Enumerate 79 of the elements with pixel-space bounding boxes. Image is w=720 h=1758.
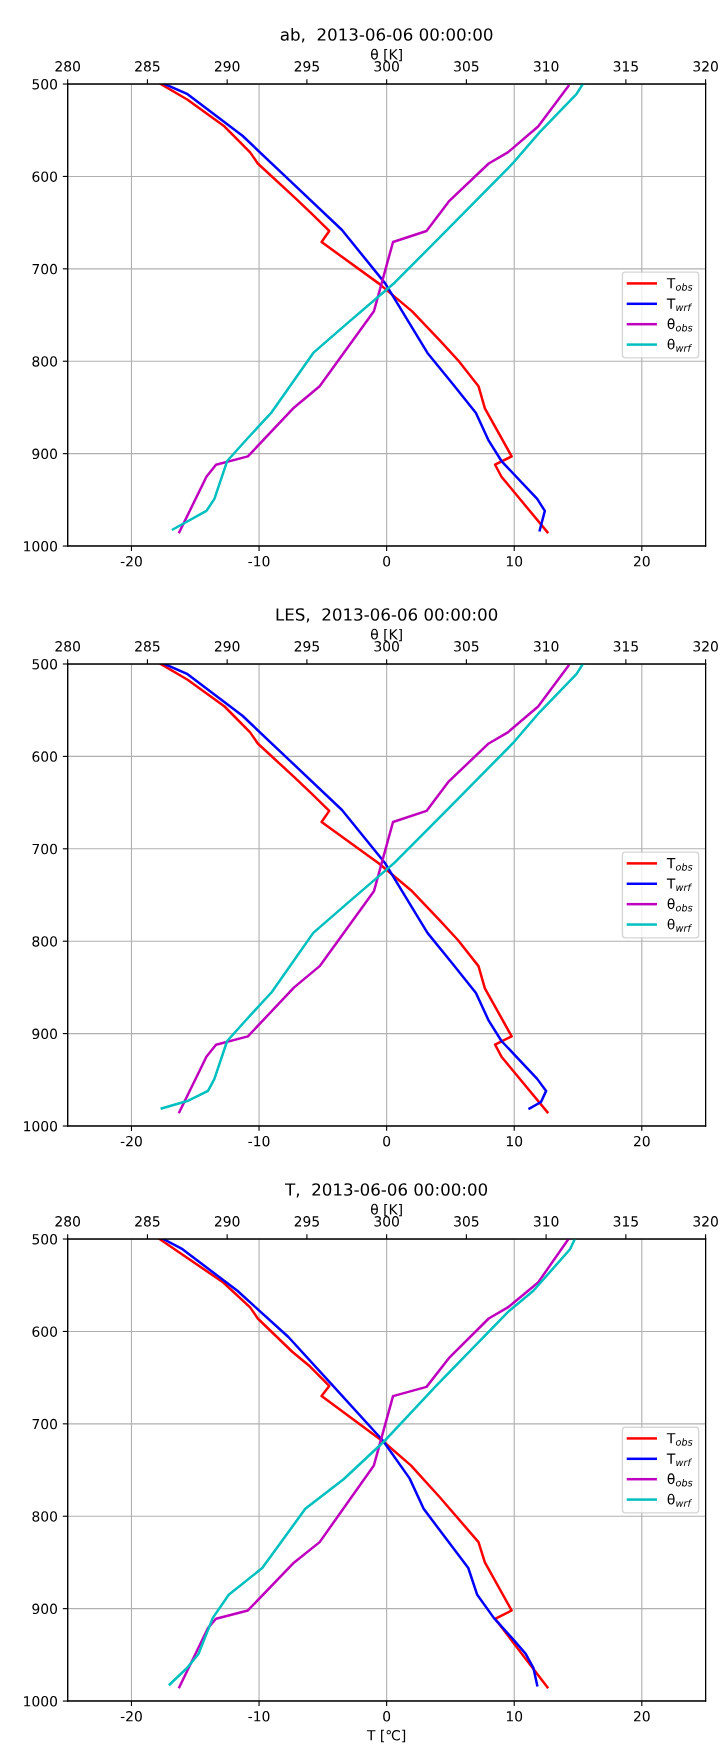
legend-label: θ$_{obs}$ [667,1473,693,1487]
x2-tick-label: 295 [294,1216,319,1227]
x2-tick-label: 320 [693,641,718,652]
x-tick-label: 0 [383,1711,391,1722]
legend-label: T$_{wrf}$ [666,1453,693,1466]
x-tick-label: 20 [633,1711,650,1722]
chart-title: LES, 2013-06-06 00:00:00 [276,608,498,623]
chart-title: T, 2013-06-06 00:00:00 [285,1183,488,1198]
y-tick-label: 600 [32,751,58,762]
x-tick-label: -10 [248,1135,270,1147]
legend-label: θ$_{wrf}$ [667,338,693,352]
x-tick-label: -20 [120,1135,142,1147]
x-tick-label: -10 [248,556,270,567]
y-tick-label: 1000 [24,1696,58,1707]
y-tick-label: 800 [32,356,58,367]
x2-axis-title: θ [K] [370,1203,402,1217]
y-tick-label: 700 [32,843,58,855]
x2-tick-label: 290 [214,641,240,652]
y-tick-label: 500 [32,1234,58,1245]
x-tick-label: -20 [120,1711,142,1722]
x2-tick-label: 320 [693,61,718,72]
x-tick-label: 0 [383,556,391,567]
y-tick-label: 800 [32,936,58,947]
x2-tick-label: 315 [613,641,638,652]
x2-axis-title: θ [K] [370,48,402,62]
x2-tick-label: 310 [533,641,559,652]
y-tick-label: 900 [32,1028,58,1040]
x2-tick-label: 295 [294,61,319,72]
legend-label: T$_{wrf}$ [666,878,693,891]
y-tick-label: 1000 [24,1120,58,1132]
x2-tick-label: 305 [454,1216,479,1227]
y-tick-label: 1000 [24,541,58,552]
legend-label: T$_{obs}$ [666,278,693,291]
x2-tick-label: 280 [55,1216,81,1227]
x2-tick-label: 305 [454,61,479,72]
x2-tick-label: 315 [613,61,638,72]
legend-label: θ$_{wrf}$ [667,918,693,932]
x2-tick-label: 310 [533,1216,559,1227]
x2-tick-label: 285 [135,1216,160,1227]
x2-tick-label: 300 [374,61,399,72]
y-tick-label: 500 [32,658,58,670]
x2-tick-label: 310 [533,61,559,72]
legend-label: θ$_{obs}$ [667,898,693,912]
legend-label: θ$_{wrf}$ [667,1493,693,1507]
y-tick-label: 600 [32,171,58,182]
x-tick-label: 10 [506,1135,523,1147]
legend-label: T$_{wrf}$ [666,298,693,311]
y-tick-label: 700 [32,263,58,275]
y-tick-label: 800 [32,1511,58,1522]
x2-tick-label: 280 [55,61,81,72]
x-tick-label: 20 [633,556,650,567]
x-axis-title: T [℃] [366,1729,406,1743]
x2-tick-label: 290 [214,61,240,72]
y-tick-label: 700 [32,1418,58,1430]
x-tick-label: 10 [506,1711,523,1722]
x-tick-label: 20 [633,1135,650,1147]
x-tick-label: 0 [383,1135,391,1147]
legend-label: θ$_{obs}$ [667,318,693,332]
x-tick-label: 10 [506,556,523,567]
chart-title: ab, 2013-06-06 00:00:00 [280,27,493,43]
x2-tick-label: 315 [613,1216,638,1227]
legend-label: T$_{obs}$ [666,1433,693,1446]
y-tick-label: 600 [32,1326,58,1337]
y-tick-label: 900 [32,1603,58,1615]
x-tick-label: -10 [248,1711,270,1722]
x2-axis-title: θ [K] [370,628,402,642]
x2-tick-label: 285 [135,641,160,652]
x2-tick-label: 290 [214,1216,240,1227]
x2-tick-label: 300 [374,1216,399,1227]
y-tick-label: 500 [32,79,58,90]
x2-tick-label: 280 [55,641,81,652]
legend-label: T$_{obs}$ [666,858,693,871]
x2-tick-label: 295 [294,641,319,652]
x-tick-label: -20 [120,556,142,567]
x2-tick-label: 285 [135,61,160,72]
x2-tick-label: 305 [454,641,479,652]
x2-tick-label: 320 [693,1216,718,1227]
x2-tick-label: 300 [374,641,399,652]
y-tick-label: 900 [32,448,58,460]
